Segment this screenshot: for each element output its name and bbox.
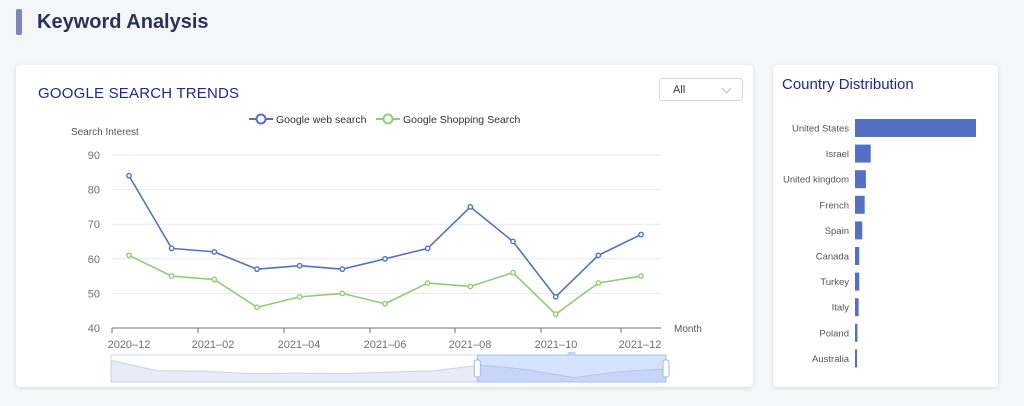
- y-tick-label: 60: [88, 254, 100, 266]
- data-point[interactable]: [467, 203, 474, 210]
- y-tick-label: 80: [88, 185, 100, 197]
- data-point[interactable]: [126, 252, 132, 259]
- data-point[interactable]: [552, 293, 559, 300]
- y-tick-label: 70: [88, 219, 100, 231]
- country-bar[interactable]: [855, 349, 857, 368]
- filter-value: All: [673, 83, 686, 96]
- data-point[interactable]: [339, 290, 346, 297]
- data-point[interactable]: [296, 262, 303, 269]
- x-tick-label: 2021–12: [619, 339, 662, 351]
- country-bar[interactable]: [855, 144, 871, 163]
- data-point[interactable]: [211, 248, 218, 255]
- page-header: Keyword Analysis: [16, 8, 209, 36]
- x-tick-label: 2020–12: [108, 339, 151, 351]
- datazoom-preview: [110, 359, 667, 383]
- data-point[interactable]: [424, 245, 431, 252]
- country-label: Poland: [819, 328, 849, 339]
- datazoom-left-handle[interactable]: [473, 359, 481, 378]
- x-tick-label: 2021–02: [192, 339, 235, 351]
- data-point[interactable]: [296, 293, 303, 300]
- data-point[interactable]: [638, 231, 644, 238]
- country-bar[interactable]: [855, 323, 858, 342]
- country-label: Israel: [826, 149, 849, 160]
- country-title: Country Distribution: [782, 76, 914, 93]
- country-bar[interactable]: [855, 119, 976, 137]
- search-trends-chart: 40 50 60 70 80 90 Search Interest Month 2020–12 2…: [71, 113, 702, 383]
- data-point[interactable]: [382, 300, 388, 307]
- data-point[interactable]: [424, 280, 431, 286]
- country-bar[interactable]: [855, 195, 865, 214]
- data-point[interactable]: [254, 266, 260, 273]
- country-label: Canada: [816, 252, 850, 263]
- data-point[interactable]: [595, 252, 602, 259]
- data-point[interactable]: [467, 283, 474, 290]
- country-label: Australia: [812, 354, 850, 365]
- trends-title: GOOGLE SEARCH TRENDS: [38, 85, 240, 102]
- x-tick-label: 2021–10: [535, 339, 578, 351]
- data-point[interactable]: [595, 280, 602, 286]
- datazoom-right-handle[interactable]: [662, 359, 670, 378]
- data-point[interactable]: [168, 245, 175, 252]
- x-tick-label: 2021–08: [449, 339, 492, 351]
- datazoom-move-handle[interactable]: [567, 352, 576, 355]
- search-trends-card: GOOGLE SEARCH TRENDS All 40 50 60 70 80 90 Sea…: [16, 65, 753, 387]
- country-distribution-card: Country Distribution United States Israel…: [773, 65, 998, 387]
- country-label: Italy: [832, 303, 850, 314]
- data-point[interactable]: [552, 311, 559, 318]
- country-bar[interactable]: [855, 298, 859, 317]
- country-bar[interactable]: [855, 170, 866, 189]
- y-tick-label: 40: [88, 323, 100, 335]
- legend-label[interactable]: Google web search: [276, 114, 367, 126]
- data-point[interactable]: [339, 266, 346, 273]
- country-label: Spain: [825, 226, 849, 237]
- data-point[interactable]: [638, 273, 644, 280]
- data-point[interactable]: [211, 276, 218, 283]
- country-label: United States: [792, 124, 849, 135]
- legend-label[interactable]: Google Shopping Search: [403, 114, 520, 126]
- country-bar[interactable]: [855, 221, 863, 240]
- datazoom-window[interactable]: [476, 354, 667, 383]
- x-axis-label: Month: [674, 324, 702, 335]
- country-label: United kingdom: [783, 175, 849, 186]
- data-point[interactable]: [510, 269, 516, 276]
- legend-marker[interactable]: [382, 113, 394, 125]
- data-point[interactable]: [510, 238, 516, 245]
- country-bar[interactable]: [855, 272, 860, 291]
- country-label: French: [819, 200, 849, 211]
- data-point[interactable]: [168, 273, 175, 280]
- country-distribution-chart: United States Israel United kingdom French S…: [783, 119, 976, 368]
- y-tick-label: 90: [88, 150, 100, 162]
- y-axis-label: Search Interest: [71, 127, 139, 138]
- time-filter-select[interactable]: All: [659, 78, 743, 101]
- page-title: Keyword Analysis: [37, 10, 209, 33]
- x-tick-label: 2021–04: [278, 339, 321, 351]
- data-point[interactable]: [254, 304, 260, 311]
- x-tick-label: 2021–06: [364, 339, 407, 351]
- legend-marker[interactable]: [255, 113, 267, 125]
- y-tick-label: 50: [88, 288, 100, 300]
- country-bar[interactable]: [855, 247, 860, 265]
- header-accent-bar: [16, 9, 22, 35]
- data-point[interactable]: [382, 255, 388, 262]
- data-point[interactable]: [126, 172, 132, 179]
- country-label: Turkey: [820, 277, 849, 288]
